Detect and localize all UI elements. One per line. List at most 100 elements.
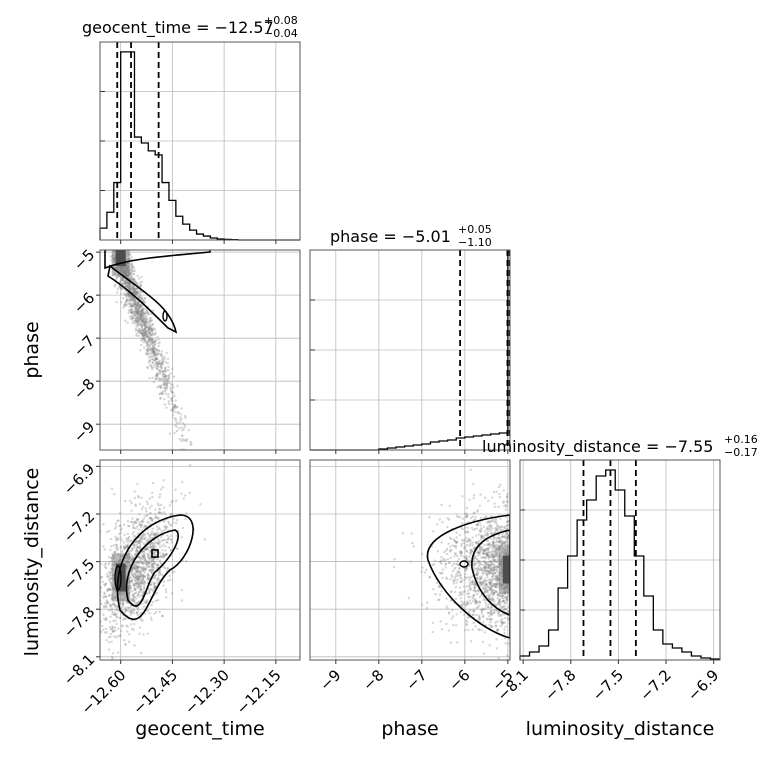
scatter-point [147, 555, 150, 558]
scatter-point [492, 535, 495, 539]
scatter-point [471, 544, 474, 547]
scatter-point [91, 625, 93, 627]
scatter-point [142, 337, 146, 340]
scatter-point [461, 593, 464, 596]
scatter-point [157, 581, 160, 584]
scatter-point [155, 348, 159, 351]
scatter-point [498, 598, 502, 601]
scatter-point [150, 334, 154, 337]
scatter-point [105, 595, 108, 598]
scatter-point [493, 559, 496, 562]
scatter-point [131, 297, 135, 300]
scatter-point [135, 309, 138, 313]
scatter-point [136, 274, 139, 278]
scatter-point [133, 311, 137, 314]
scatter-point [133, 588, 137, 591]
scatter-point [122, 282, 125, 286]
scatter-point [150, 533, 153, 536]
scatter-point [157, 369, 161, 372]
panel-frame [99, 41, 301, 241]
scatter-point [471, 580, 474, 584]
scatter-point [506, 654, 509, 657]
scatter-point [138, 595, 141, 598]
scatter-point [151, 350, 154, 353]
scatter-point [485, 617, 488, 621]
scatter-point [486, 585, 489, 588]
scatter-point [505, 597, 508, 600]
scatter-point [118, 524, 121, 528]
scatter-point [468, 498, 471, 501]
scatter-point [142, 562, 145, 566]
scatter-point [147, 554, 150, 558]
scatter-point [150, 530, 154, 533]
scatter-point [171, 408, 175, 412]
scatter-point [481, 560, 485, 563]
scatter-point [151, 331, 154, 334]
scatter-point [471, 628, 474, 631]
scatter-point [151, 482, 155, 485]
scatter-point [153, 343, 156, 347]
scatter-point [142, 323, 146, 326]
scatter-point [134, 293, 137, 296]
scatter-point [451, 575, 454, 579]
scatter-point [495, 577, 499, 580]
scatter-point [504, 601, 507, 605]
scatter-point [492, 611, 496, 615]
scatter-point [169, 549, 172, 552]
scatter-point [148, 497, 152, 500]
scatter-point [466, 595, 470, 599]
scatter-point [491, 589, 494, 593]
scatter-point [474, 541, 478, 545]
scatter-point [136, 567, 139, 570]
scatter-point [491, 591, 495, 594]
scatter-point [135, 569, 138, 573]
scatter-point [141, 313, 144, 317]
scatter-point [490, 556, 493, 560]
scatter-point [148, 331, 151, 335]
scatter-point [125, 282, 129, 285]
scatter-point [505, 543, 508, 546]
scatter-point [155, 357, 158, 361]
scatter-point [137, 565, 141, 568]
scatter-point [489, 609, 493, 612]
scatter-point [486, 534, 490, 537]
scatter-point [462, 590, 465, 594]
scatter-point [139, 309, 142, 313]
scatter-point [172, 405, 175, 409]
scatter-point [146, 576, 149, 579]
scatter-point [497, 600, 501, 604]
scatter-point [506, 520, 509, 523]
scatter-point [146, 577, 149, 581]
scatter-point [393, 558, 396, 561]
scatter-point [473, 562, 477, 566]
scatter-point [496, 566, 499, 570]
scatter-point [134, 588, 137, 591]
scatter-point [132, 278, 136, 281]
scatter-point [156, 542, 160, 546]
scatter-point [151, 569, 155, 572]
scatter-point [478, 580, 481, 584]
scatter-point [119, 245, 121, 247]
scatter-point [200, 467, 202, 469]
scatter-point [171, 396, 174, 399]
scatter-point [483, 589, 487, 592]
scatter-point [486, 569, 489, 573]
scatter-point [106, 244, 108, 246]
scatter-point [465, 585, 468, 588]
scatter-point [475, 527, 479, 530]
scatter-point [474, 601, 477, 605]
scatter-point [106, 589, 109, 593]
scatter-point [504, 536, 507, 539]
scatter-point [155, 354, 159, 357]
scatter-point [157, 541, 160, 545]
scatter-point [130, 627, 134, 631]
scatter-point [139, 536, 142, 540]
scatter-point [130, 264, 133, 267]
scatter-point [474, 515, 477, 518]
scatter-point [438, 560, 441, 564]
scatter-point [149, 616, 153, 619]
scatter-point [135, 597, 138, 600]
scatter-point [159, 384, 163, 387]
scatter-point [491, 555, 495, 559]
scatter-point [136, 545, 139, 549]
